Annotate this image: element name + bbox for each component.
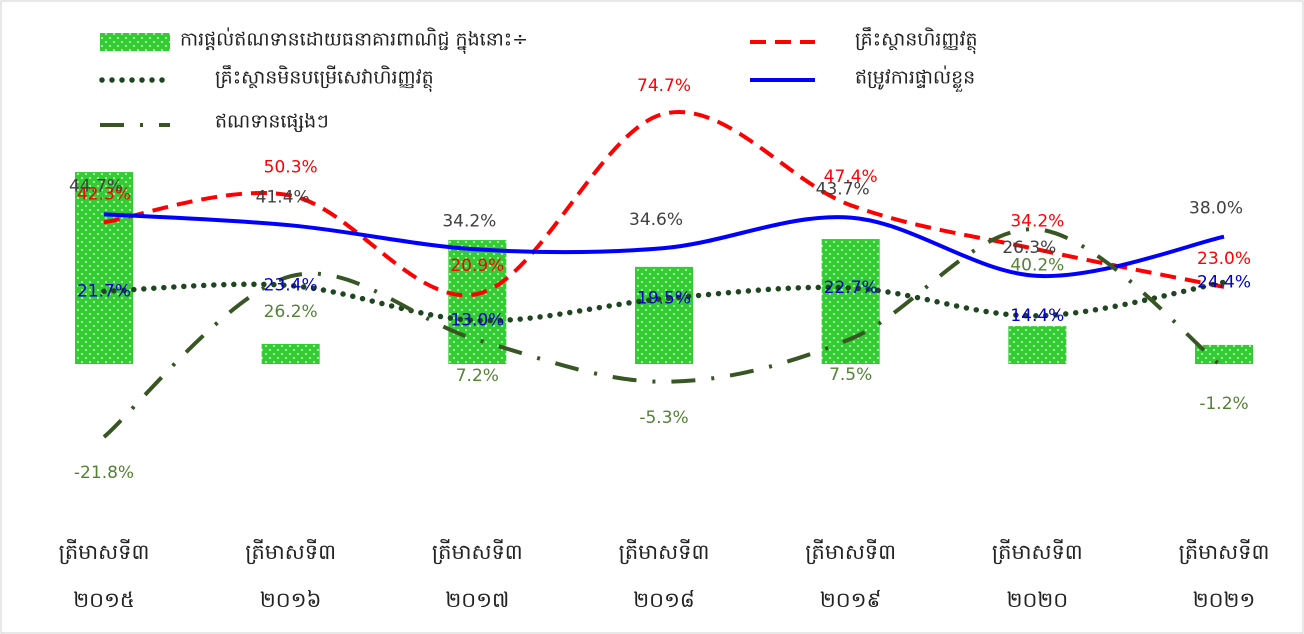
legend-label: ឥម្រូវការផ្ទាល់ខ្លួន	[855, 65, 975, 93]
data-label: 42.3%	[77, 184, 131, 204]
legend-swatch	[100, 33, 170, 51]
data-label: 13.0%	[450, 310, 504, 330]
legend-label: ឥណទានផ្សេងៗ	[215, 111, 329, 133]
data-label: 34.6%	[629, 210, 683, 230]
bar	[635, 266, 694, 364]
x-tick-label: ត្រីមាសទី៣ ២០១៩	[805, 540, 897, 612]
data-label: 20.9%	[450, 256, 504, 276]
data-label: 47.4%	[824, 167, 878, 187]
bar	[821, 239, 880, 364]
line	[102, 227, 1226, 439]
data-label: 41.4%	[256, 187, 310, 207]
data-label: 21.7%	[77, 281, 131, 301]
x-tick-label: ត្រីមាសទី៣ ២០១៥	[58, 540, 150, 612]
bar	[1195, 344, 1254, 364]
data-label: 23.4%	[264, 276, 318, 296]
x-tick-label: ត្រីមាសទី៣ ២០១៦	[245, 540, 337, 612]
bar	[75, 172, 133, 364]
data-label: 19.5%	[637, 289, 691, 309]
data-label: 7.5%	[829, 365, 872, 385]
legend: ការផ្ដល់ឥណទានដោយធនាគារពាណិជ្ជ ក្នុងនោះ÷ …	[99, 27, 978, 133]
data-label: 43.7%	[816, 180, 870, 200]
line	[101, 279, 1227, 324]
legend-label: ការផ្ដល់ឥណទានដោយធនាគារពាណិជ្ជ ក្នុងនោះ÷	[180, 27, 528, 55]
data-label: 26.2%	[264, 302, 318, 322]
x-tick-label: ត្រីមាសទី៣ ២០១៨	[618, 540, 710, 612]
data-label: 34.2%	[442, 211, 496, 231]
legend-label: គ្រឹះស្ថានហិរញ្ញវត្ថុ	[855, 27, 978, 55]
bar	[448, 240, 507, 364]
data-label: 14.4%	[1010, 306, 1064, 326]
x-tick-label: ត្រីមាសទី៣ ២០១៧	[431, 540, 523, 612]
data-label: -1.2%	[1199, 394, 1248, 414]
data-label: 50.3%	[264, 157, 318, 177]
bar	[1008, 326, 1067, 364]
data-label: 44.7%	[69, 176, 123, 196]
data-label: 74.7%	[637, 76, 691, 96]
data-label: 24.4%	[1197, 272, 1251, 292]
data-label: 40.2%	[1010, 255, 1064, 275]
data-label: 34.2%	[1010, 211, 1064, 231]
data-label: -5.3%	[639, 408, 688, 428]
data-label: 23.0%	[1197, 249, 1251, 269]
x-tick-label: ត្រីមាសទី៣ ២០២០	[991, 540, 1083, 612]
line	[103, 212, 1225, 279]
data-label: -21.8%	[74, 463, 134, 483]
data-label: 38.0%	[1189, 199, 1243, 219]
data-label: 7.2%	[456, 366, 499, 386]
line	[103, 110, 1225, 298]
x-tick-label: ត្រីមាសទី៣ ២០២១	[1178, 540, 1270, 612]
data-label: 22.7%	[824, 278, 878, 298]
bar	[261, 343, 320, 364]
data-label: 26.3%	[1002, 238, 1056, 258]
legend-label: គ្រឹះស្ថានមិនបម្រើសេវាហិរញ្ញវត្ថុ	[215, 65, 434, 93]
